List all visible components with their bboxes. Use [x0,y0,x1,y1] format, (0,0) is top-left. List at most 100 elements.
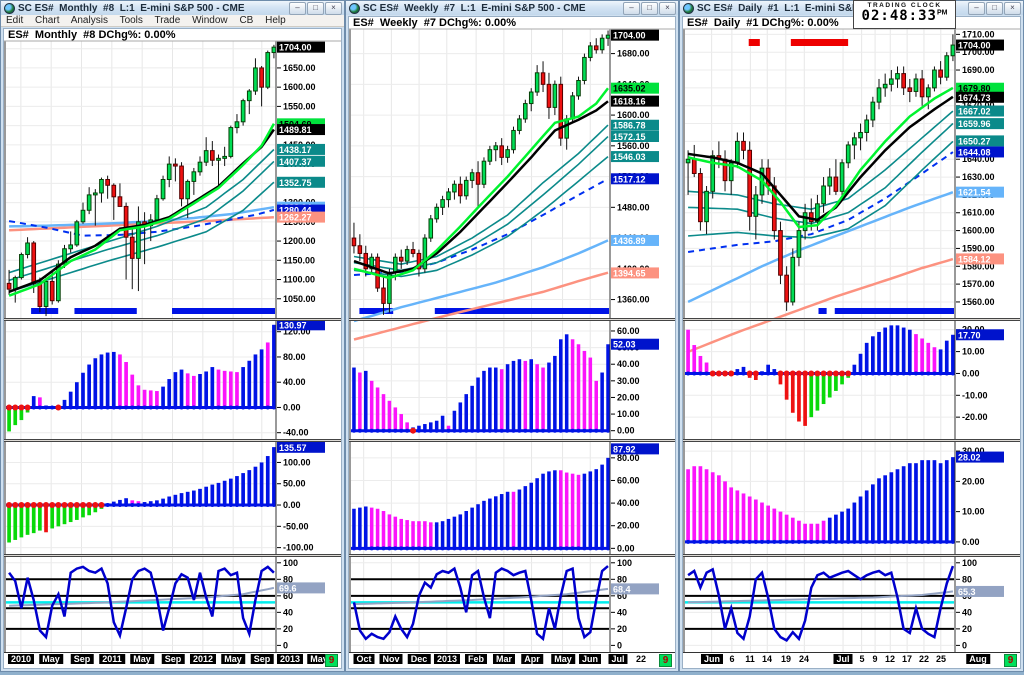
minimize-icon[interactable]: – [968,1,985,15]
menu-item-help[interactable]: Help [265,15,286,26]
svg-text:40: 40 [617,607,627,617]
svg-text:1704.00: 1704.00 [958,41,991,51]
svg-text:1517.12: 1517.12 [613,174,646,184]
svg-text:20: 20 [962,624,972,634]
titlebar[interactable]: SC ES# Monthly #8 L:1 E-mini S&P 500 - C… [1,1,344,15]
close-icon[interactable]: × [325,1,342,15]
x-axis-label: Aug [966,654,990,664]
menu-item-edit[interactable]: Edit [6,15,24,26]
svg-text:0: 0 [617,640,622,650]
x-axis-label: Sep [250,654,274,664]
svg-text:1600.00: 1600.00 [617,110,650,120]
trading-clock-time: 02:48:33 [861,8,937,24]
svg-text:68.4: 68.4 [613,584,631,594]
svg-text:1650.27: 1650.27 [958,136,991,146]
close-icon[interactable]: × [1004,1,1021,15]
svg-text:1704.00: 1704.00 [613,31,646,41]
svg-text:-10.00: -10.00 [962,390,988,400]
svg-text:1590.00: 1590.00 [962,243,995,253]
chart-area-monthly[interactable]: ES# Monthly #8 DChg%: 0.00% 1700.001650.… [3,28,342,669]
svg-text:100: 100 [617,558,632,568]
chartbook-badge: 9 [1004,654,1017,667]
trading-clock[interactable]: TRADING CLOCK 02:48:33PM [853,0,956,29]
svg-text:1610.00: 1610.00 [962,208,995,218]
x-axis-label: May [221,654,245,664]
svg-text:20.00: 20.00 [617,392,640,402]
svg-text:20: 20 [283,624,293,634]
window-controls: – □ × [967,1,1021,15]
menu-item-analysis[interactable]: Analysis [70,15,108,26]
price-and-studies-chart[interactable]: 1700.001650.001600.001550.001500.001450.… [4,29,341,668]
price-and-studies-chart[interactable]: 1680.001640.001600.001560.001520.001480.… [349,17,675,668]
minimize-icon[interactable]: – [289,1,306,15]
close-icon[interactable]: × [659,1,676,15]
window-title: SC ES# Weekly #7 L:1 E-mini S&P 500 - CM… [363,2,586,14]
svg-text:40: 40 [962,607,972,617]
x-axis-label: Jun [578,654,602,664]
menu-item-window[interactable]: Window [192,15,228,26]
chart-area-weekly[interactable]: ES# Weekly #7 DChg%: 0.00% 1680.001640.0… [348,16,676,669]
x-axis-label: Sep [70,654,94,664]
x-axis-label: May [307,654,331,664]
chart-area-daily[interactable]: ES# Daily #1 DChg%: 0.00% 1710.00 1700.00… [682,16,1021,669]
menu-item-chart[interactable]: Chart [35,15,60,26]
x-axis-label: Nov [379,654,403,664]
svg-text:1621.54: 1621.54 [958,188,991,198]
x-axis-label: 17 [901,654,913,664]
maximize-icon[interactable]: □ [641,1,658,15]
svg-text:0: 0 [962,640,967,650]
svg-text:1407.37: 1407.37 [279,157,312,167]
x-axis-label: 2010 [7,654,35,664]
window-controls: – □ × [288,1,342,15]
x-axis-label: 19 [780,654,792,664]
svg-text:69.6: 69.6 [279,583,297,593]
svg-text:60: 60 [283,591,293,601]
svg-text:1690.00: 1690.00 [962,65,995,75]
svg-text:1600.00: 1600.00 [962,226,995,236]
svg-text:10.00: 10.00 [962,507,985,517]
svg-text:80: 80 [962,574,972,584]
app-icon [683,2,694,14]
maximize-icon[interactable]: □ [986,1,1003,15]
svg-text:10.00: 10.00 [617,409,640,419]
svg-text:0.00: 0.00 [962,368,980,378]
svg-text:20.00: 20.00 [617,521,640,531]
titlebar[interactable]: SC ES# Daily #1 L:1 E-mini S&P 500 - CME… [680,1,1023,15]
chart-window-daily: SC ES# Daily #1 L:1 E-mini S&P 500 - CME… [679,0,1024,672]
svg-text:1630.00: 1630.00 [962,172,995,182]
price-and-studies-chart[interactable]: 1710.001700.001690.001680.001670.001660.… [683,17,1020,668]
svg-text:1438.17: 1438.17 [279,145,312,155]
svg-text:80: 80 [617,574,627,584]
svg-text:1650.00: 1650.00 [283,63,316,73]
svg-text:1584.12: 1584.12 [958,254,991,264]
menu-item-cb[interactable]: CB [239,15,254,26]
x-axis-label: 5 [859,654,865,664]
svg-text:30.00: 30.00 [962,446,985,456]
svg-text:40.00: 40.00 [617,498,640,508]
x-axis-label: Apr [521,654,543,664]
x-axis-label: May [39,654,63,664]
menu-item-tools[interactable]: Tools [119,15,143,26]
window-title: SC ES# Monthly #8 L:1 E-mini S&P 500 - C… [18,2,245,14]
svg-text:40: 40 [283,607,293,617]
x-axis-label: 2012 [189,654,217,664]
svg-text:1572.15: 1572.15 [613,132,646,142]
svg-text:0.00: 0.00 [617,426,635,436]
svg-text:1659.96: 1659.96 [958,119,991,129]
svg-text:135.57: 135.57 [279,443,307,453]
svg-text:1280.44: 1280.44 [279,206,312,216]
titlebar[interactable]: SC ES# Weekly #7 L:1 E-mini S&P 500 - CM… [346,1,678,15]
svg-text:20: 20 [617,624,627,634]
minimize-icon[interactable]: – [623,1,640,15]
svg-text:-100.00: -100.00 [283,543,314,553]
svg-text:1200.00: 1200.00 [283,236,316,246]
chart-header: ES# Daily #1 DChg%: 0.00% [687,17,839,29]
menu-item-trade[interactable]: Trade [154,15,181,26]
svg-text:0.00: 0.00 [962,537,980,547]
maximize-icon[interactable]: □ [307,1,324,15]
svg-text:1480.00: 1480.00 [617,202,650,212]
svg-text:1580.00: 1580.00 [962,261,995,271]
x-axis: Oct Nov Dec 2013 Feb Mar Apr May Jun Jul 22 9 [349,652,675,668]
svg-text:-50.00: -50.00 [283,521,309,531]
x-axis-label: Oct [353,654,375,664]
